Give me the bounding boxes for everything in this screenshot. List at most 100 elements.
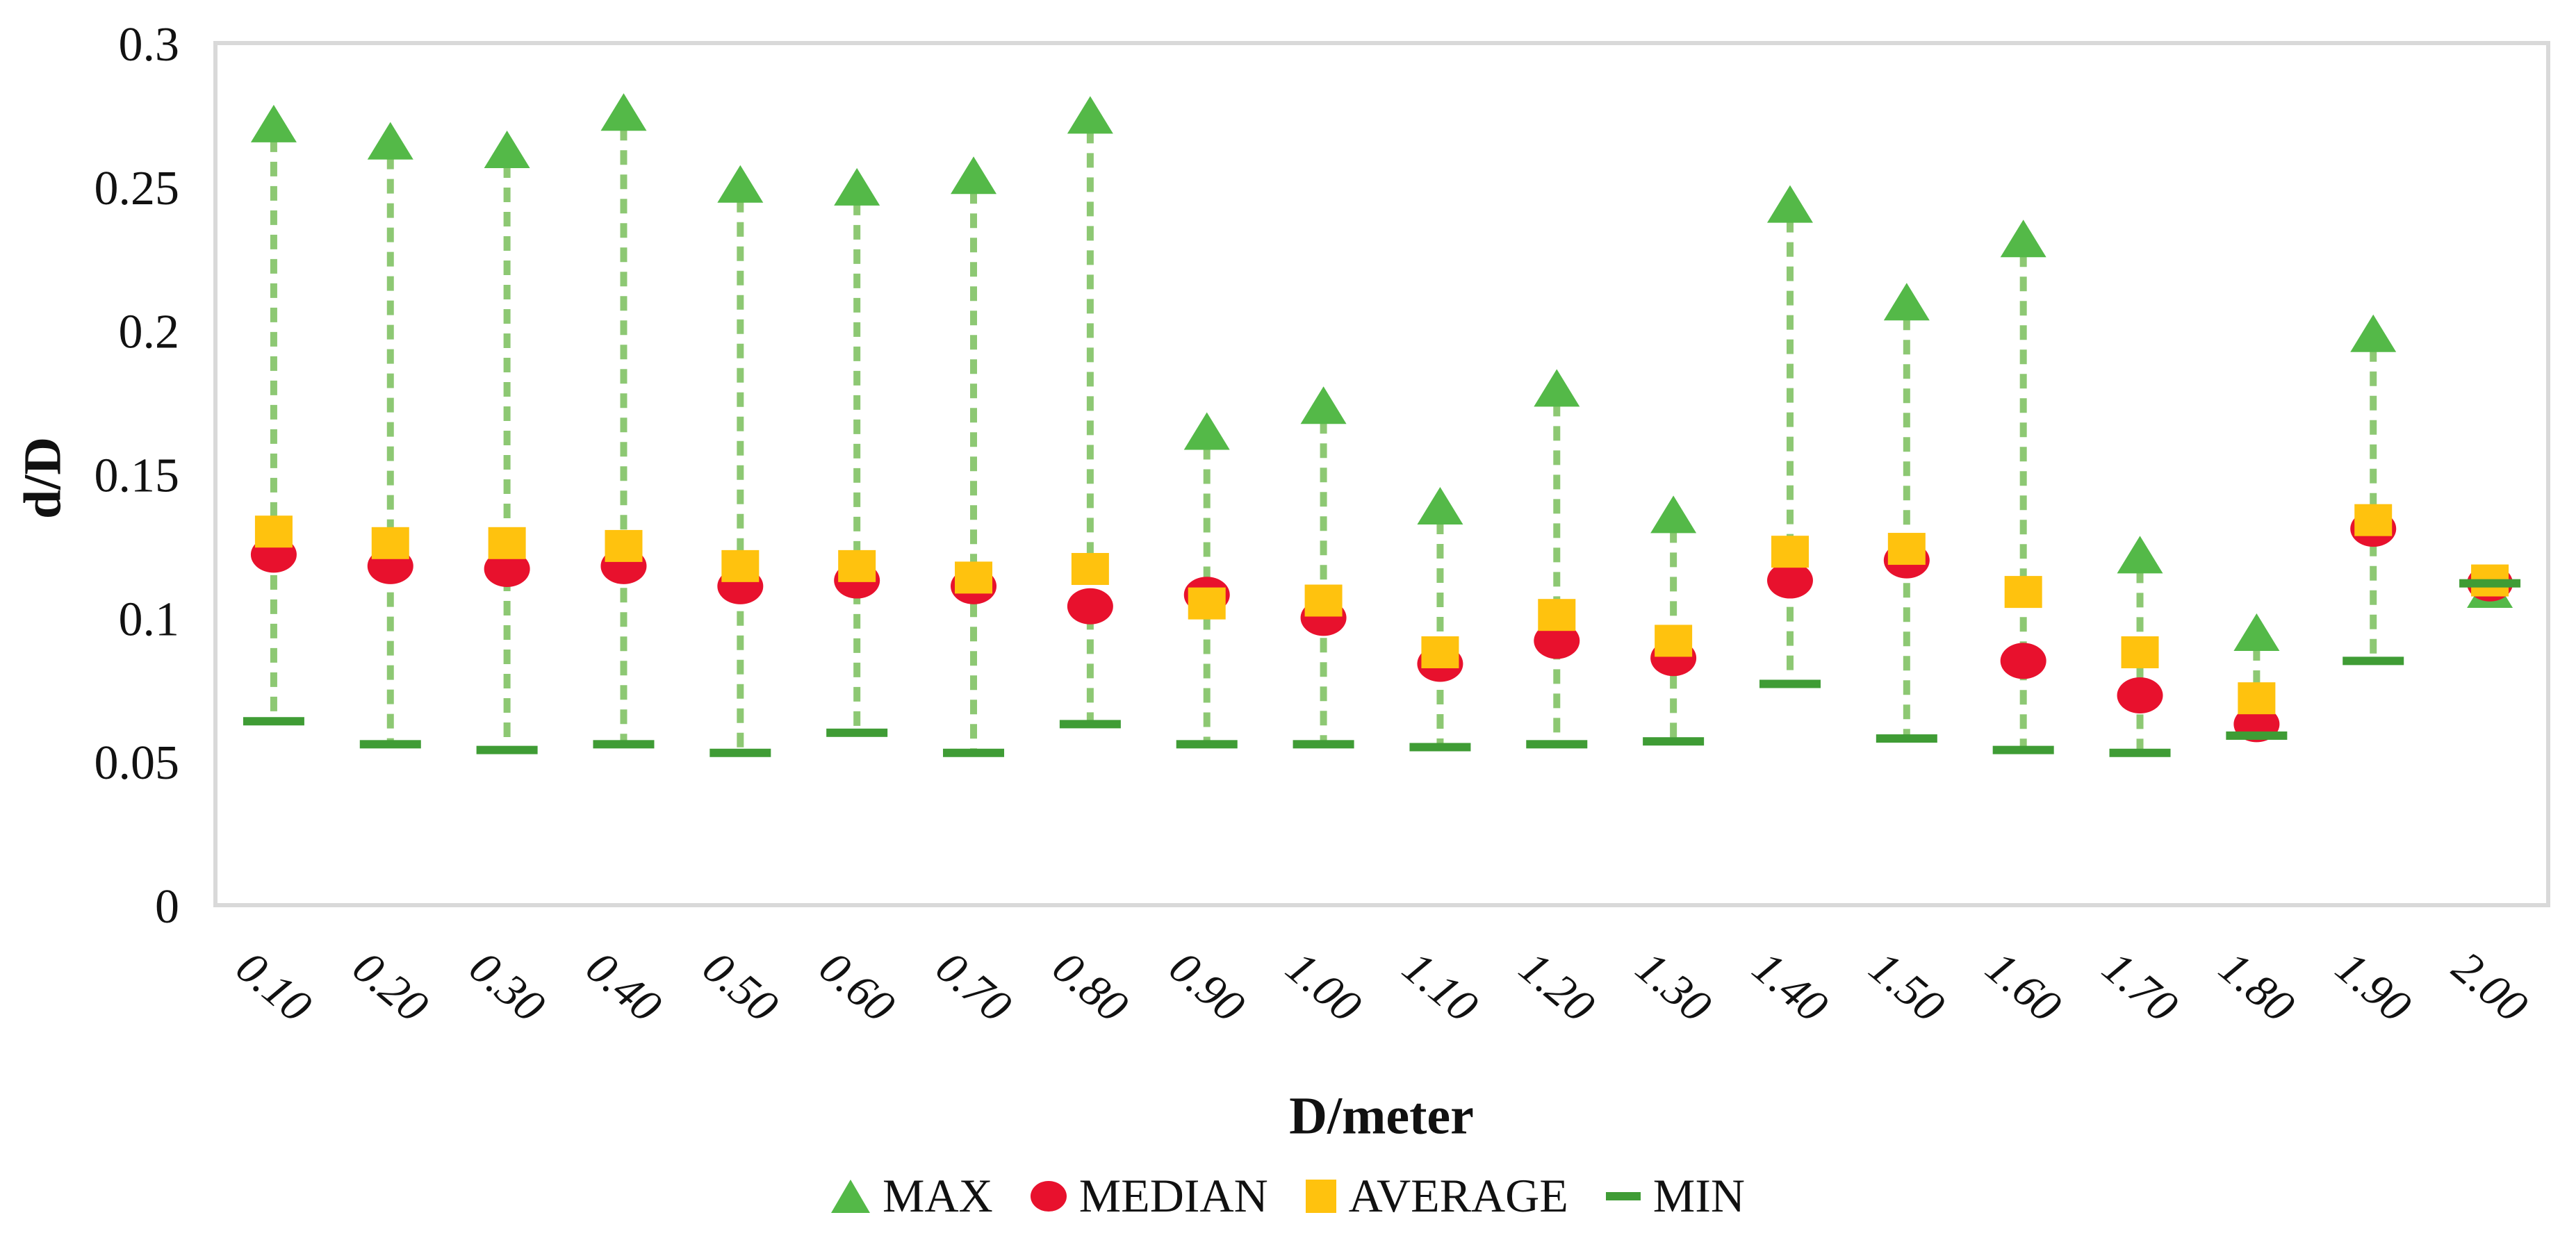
average-marker <box>2238 682 2276 715</box>
min-legend-dash-icon <box>1605 1191 1641 1200</box>
min-marker <box>2109 748 2171 757</box>
x-tick-label: 1.40 <box>1743 942 1837 1032</box>
x-axis-title: D/meter <box>1289 1086 1474 1146</box>
x-tick-label: 2.00 <box>2443 942 2536 1032</box>
average-marker <box>371 527 409 559</box>
max-marker <box>2233 613 2280 652</box>
min-marker <box>1176 740 1238 749</box>
min-marker <box>243 717 304 726</box>
min-marker <box>1293 740 1354 749</box>
max-marker <box>600 93 647 131</box>
max-marker <box>951 156 997 195</box>
max-marker <box>2000 220 2046 258</box>
plot-border <box>213 41 2550 907</box>
x-tick-label: 0.20 <box>343 942 437 1032</box>
min-marker <box>709 748 771 757</box>
min-marker <box>1643 737 1705 746</box>
x-tick-label: 0.80 <box>1043 942 1137 1032</box>
y-tick-label: 0.15 <box>95 449 180 503</box>
x-tick-label: 0.90 <box>1160 942 1254 1032</box>
x-tick-label: 1.50 <box>1860 942 1953 1032</box>
legend-item-max: MAX <box>831 1168 993 1223</box>
max-marker <box>1417 487 1463 525</box>
y-tick-label: 0 <box>155 880 179 934</box>
x-tick-label: 1.20 <box>1510 942 1604 1032</box>
min-marker <box>593 740 655 749</box>
legend-label: MIN <box>1652 1169 1745 1222</box>
max-marker <box>1300 386 1347 424</box>
min-marker <box>2343 656 2404 666</box>
average-marker <box>721 550 760 582</box>
max-marker <box>1766 185 1813 223</box>
median-marker <box>2000 643 2046 679</box>
y-tick-label: 0.1 <box>119 593 180 646</box>
max-marker <box>250 104 297 142</box>
y-tick-label: 0.2 <box>119 306 180 359</box>
y-tick-label: 0.3 <box>119 18 180 72</box>
x-tick-label: 0.70 <box>926 942 1020 1032</box>
min-marker <box>2459 579 2521 588</box>
max-legend-triangle-icon <box>831 1179 871 1213</box>
min-marker <box>1876 734 1937 743</box>
max-marker <box>2117 536 2163 574</box>
max-marker <box>717 165 764 203</box>
x-tick-label: 1.60 <box>1976 942 2070 1032</box>
x-tick-label: 1.10 <box>1393 942 1487 1032</box>
x-tick-label: 0.50 <box>694 942 787 1032</box>
min-marker <box>359 740 421 749</box>
legend-label: MAX <box>883 1169 993 1222</box>
min-marker <box>1059 720 1121 729</box>
max-marker <box>834 167 880 206</box>
max-marker <box>1883 283 1930 321</box>
median-marker <box>1067 588 1113 625</box>
average-marker <box>605 529 643 562</box>
average-marker <box>1655 625 1693 657</box>
x-tick-label: 1.70 <box>2093 942 2187 1032</box>
max-marker <box>484 131 530 169</box>
y-axis-title: d/D <box>13 436 72 520</box>
median-marker <box>2117 677 2163 714</box>
median-legend-circle-icon <box>1030 1180 1067 1212</box>
max-marker <box>1534 369 1580 407</box>
max-marker <box>2350 314 2397 352</box>
min-marker <box>2226 731 2288 740</box>
x-tick-label: 0.60 <box>810 942 904 1032</box>
min-marker <box>826 728 888 737</box>
average-marker <box>2004 576 2042 609</box>
average-marker <box>1771 536 1809 568</box>
average-marker <box>2121 636 2159 668</box>
legend-item-min: MIN <box>1605 1168 1745 1223</box>
max-marker <box>1650 495 1697 534</box>
median-marker <box>484 551 530 588</box>
median-marker <box>1534 622 1580 659</box>
average-marker <box>1071 553 1109 586</box>
y-tick-label: 0.05 <box>95 736 180 790</box>
x-tick-label: 1.00 <box>1277 942 1370 1032</box>
average-marker <box>1538 599 1576 631</box>
max-marker <box>367 122 413 160</box>
legend-item-median: MEDIAN <box>1030 1168 1268 1223</box>
legend-label: MEDIAN <box>1078 1169 1268 1222</box>
max-marker <box>1067 96 1113 134</box>
average-marker <box>1188 587 1226 620</box>
legend: MAX MEDIAN AVERAGE MIN <box>0 1168 2576 1223</box>
x-tick-label: 1.90 <box>2327 942 2420 1032</box>
max-marker <box>1183 412 1230 450</box>
x-tick-label: 1.30 <box>1626 942 1720 1032</box>
average-marker <box>955 561 993 594</box>
min-marker <box>943 748 1005 757</box>
legend-label: AVERAGE <box>1348 1169 1568 1222</box>
y-tick-label: 0.25 <box>95 162 180 215</box>
min-marker <box>1759 679 1821 688</box>
average-marker <box>1304 584 1343 617</box>
legend-item-average: AVERAGE <box>1305 1168 1568 1223</box>
min-marker <box>1526 740 1588 749</box>
x-tick-label: 0.10 <box>227 942 320 1032</box>
min-marker <box>1409 743 1471 752</box>
average-marker <box>488 527 526 559</box>
x-tick-label: 1.80 <box>2210 942 2304 1032</box>
average-marker <box>1887 533 1926 565</box>
median-marker <box>1766 562 1813 599</box>
x-tick-label: 0.30 <box>460 942 554 1032</box>
